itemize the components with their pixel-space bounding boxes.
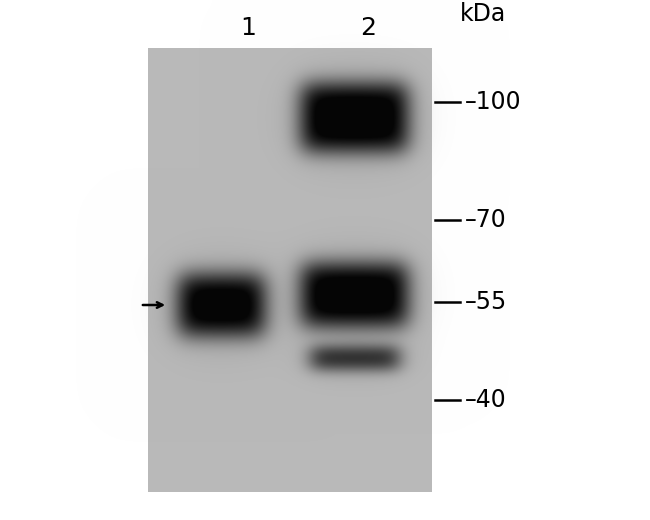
- Text: –100: –100: [465, 90, 521, 114]
- Text: –55: –55: [465, 290, 507, 314]
- Text: kDa: kDa: [460, 2, 506, 26]
- Text: –40: –40: [465, 388, 507, 412]
- Text: 2: 2: [360, 16, 376, 40]
- Text: 1: 1: [240, 16, 256, 40]
- Text: –70: –70: [465, 208, 507, 232]
